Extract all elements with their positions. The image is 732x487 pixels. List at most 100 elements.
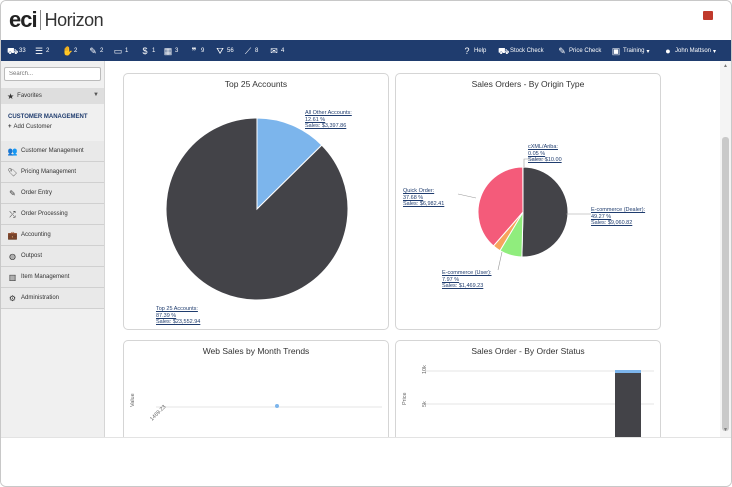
card-icon: ▭ — [113, 45, 123, 56]
mail-icon: ✉ — [270, 45, 278, 56]
road-icon: ⛛ — [216, 45, 224, 56]
hand-icon: ✋ — [62, 45, 74, 56]
nav-road-button[interactable]: ⛛ 56 — [215, 45, 233, 57]
search-input[interactable] — [4, 67, 101, 81]
nav-pencil-button[interactable]: ✎ 2 — [88, 45, 103, 57]
label-line: cXML/Ariba: — [528, 144, 558, 150]
label-ecommerce-dealer: E-commerce (Dealer): 49.27 % Sales: $9,0… — [591, 207, 645, 227]
eci-horizon-logo[interactable]: eci Horizon — [9, 7, 104, 32]
nav-calendar-button[interactable]: ▦ 3 — [163, 45, 179, 57]
card-title: Sales Orders - By Origin Type — [471, 79, 585, 89]
nav-count: 33 — [19, 48, 26, 54]
nav-list-button[interactable]: ☰ 2 — [34, 45, 49, 57]
origin-type-card: Sales Orders - By Origin Type cXML/Ariba… — [395, 73, 661, 330]
favorites-toggle[interactable]: ★ Favorites ▼ — [1, 88, 104, 104]
shuffle-icon: ⤮ — [9, 209, 16, 219]
price-check-label: Price Check — [569, 48, 602, 54]
label-line: Quick Order: — [403, 188, 435, 194]
y-axis-label: Price — [402, 392, 408, 405]
sidebar-item-label: Customer Management — [21, 148, 84, 154]
label-line: 37.68 % — [403, 194, 424, 201]
sidebar-item-accounting[interactable]: 💼 Accounting — [1, 225, 104, 246]
nav-count: 9 — [201, 48, 205, 54]
pie-slice-top-25-accounts[interactable] — [165, 117, 349, 301]
web-sales-line-chart: Value 1469.23 — [130, 393, 382, 422]
logo-horizon: Horizon — [44, 9, 104, 30]
scroll-down-icon[interactable]: ▼ — [723, 427, 728, 433]
nav-count: 1 — [125, 48, 129, 54]
label-ecommerce-user: E-commerce (User): 7.97 % Sales: $1,469.… — [442, 270, 492, 290]
pencil-icon: ✎ — [89, 45, 97, 56]
label-line: 12.61 % — [305, 116, 326, 123]
label-line: Sales: $3,397.86 — [305, 123, 347, 129]
nav-chart-button[interactable]: ⟋ 8 — [243, 45, 259, 57]
bar-segment — [615, 370, 641, 373]
pie-slice-all-other-accounts[interactable] — [256, 117, 323, 211]
scroll-up-icon[interactable]: ▲ — [723, 63, 728, 69]
label-line: Top 25 Accounts: — [156, 306, 198, 312]
training-menu[interactable]: ▣ Training ▾ — [611, 45, 650, 57]
card-title: Sales Order - By Order Status — [471, 346, 585, 356]
help-link[interactable]: ? Help — [462, 45, 486, 57]
book-icon[interactable] — [703, 11, 713, 20]
chevron-down-icon: ▾ — [713, 48, 717, 55]
edit-icon: ✎ — [9, 188, 16, 198]
sidebar-item-outpost[interactable]: ◍ Outpost — [1, 246, 104, 267]
sidebar-item-order-entry[interactable]: ✎ Order Entry — [1, 183, 104, 204]
label-line: E-commerce (Dealer): — [591, 207, 646, 213]
add-customer-link[interactable]: + Add Customer — [8, 124, 52, 130]
pie-slice-e-commerce-dealer-[interactable] — [521, 166, 569, 258]
label-all-other-accounts: All Other Accounts: 12.61 % Sales: $3,39… — [305, 110, 352, 130]
bar — [615, 373, 641, 437]
logo-eci: eci — [9, 7, 38, 32]
label-line: 87.39 % — [156, 312, 177, 319]
card-title: Web Sales by Month Trends — [202, 346, 310, 356]
price-check-link[interactable]: ✎ Price Check — [557, 45, 601, 57]
nav-chat-button[interactable]: ❞ 9 — [189, 45, 205, 57]
sidebar-item-label: Administration — [21, 295, 60, 301]
vertical-scrollbar[interactable]: ▲ ▼ — [720, 61, 731, 437]
top25-pie-chart — [165, 117, 349, 301]
scrollbar-thumb[interactable] — [722, 137, 729, 431]
order-status-bar-chart: Price 10k 5k — [402, 365, 654, 437]
stock-check-link[interactable]: ⛟ Stock Check — [498, 45, 544, 57]
plus-icon: + — [8, 124, 12, 130]
nav-count: 1 — [152, 48, 156, 54]
barcode-icon: ▥ — [8, 272, 17, 282]
label-cxml-ariba: cXML/Ariba: 0.05 % Sales: $10.00 — [528, 144, 562, 164]
label-quick-order: Quick Order: 37.68 % Sales: $6,982.41 — [403, 188, 444, 208]
sidebar-item-label: Order Entry — [21, 190, 53, 196]
sidebar-item-item-management[interactable]: ▥ Item Management — [1, 267, 104, 288]
nav-count: 2 — [46, 48, 50, 54]
sidebar-item-customer-management[interactable]: 👥 Customer Management — [1, 141, 104, 162]
user-icon: ● — [665, 45, 671, 56]
user-menu[interactable]: ● John Mattson ▾ — [663, 45, 716, 57]
sidebar-menu: 👥 Customer Management 🏷 Pricing Management ✎… — [1, 141, 104, 309]
globe-icon: ◍ — [9, 251, 16, 261]
label-line: All Other Accounts: — [305, 110, 352, 116]
sidebar-item-label: Accounting — [21, 232, 51, 238]
nav-dollar-button[interactable]: $1 — [140, 45, 155, 57]
nav-count: 3 — [175, 48, 179, 54]
nav-card-button[interactable]: ▭ 1 — [113, 45, 129, 57]
sidebar-item-label: Pricing Management — [21, 169, 77, 175]
film-icon: ▣ — [611, 45, 621, 56]
nav-mail-button[interactable]: ✉ 4 — [269, 45, 284, 57]
nav-truck-button[interactable]: ⛟ 33 — [7, 45, 26, 57]
nav-hand-button[interactable]: ✋ 2 — [62, 45, 77, 57]
add-customer-label: Add Customer — [13, 124, 52, 130]
sidebar-item-order-processing[interactable]: ⤮ Order Processing — [1, 204, 104, 225]
sidebar-item-administration[interactable]: ⚙ Administration — [1, 288, 104, 309]
sidebar-item-label: Order Processing — [21, 211, 68, 217]
favorites-label: Favorites — [17, 93, 42, 99]
truck-icon: ⛟ — [7, 45, 19, 56]
pie-slice-quick-order[interactable] — [477, 166, 524, 247]
nav-count: 8 — [255, 48, 259, 54]
chat-icon: ❞ — [191, 45, 197, 56]
sidebar-item-label: Item Management — [21, 274, 70, 280]
sidebar-item-pricing-management[interactable]: 🏷 Pricing Management — [1, 162, 104, 183]
origin-pie-chart — [457, 158, 591, 271]
chevron-down-icon: ▼ — [93, 92, 99, 98]
order-status-card: Sales Order - By Order Status Price 10k … — [395, 340, 661, 437]
